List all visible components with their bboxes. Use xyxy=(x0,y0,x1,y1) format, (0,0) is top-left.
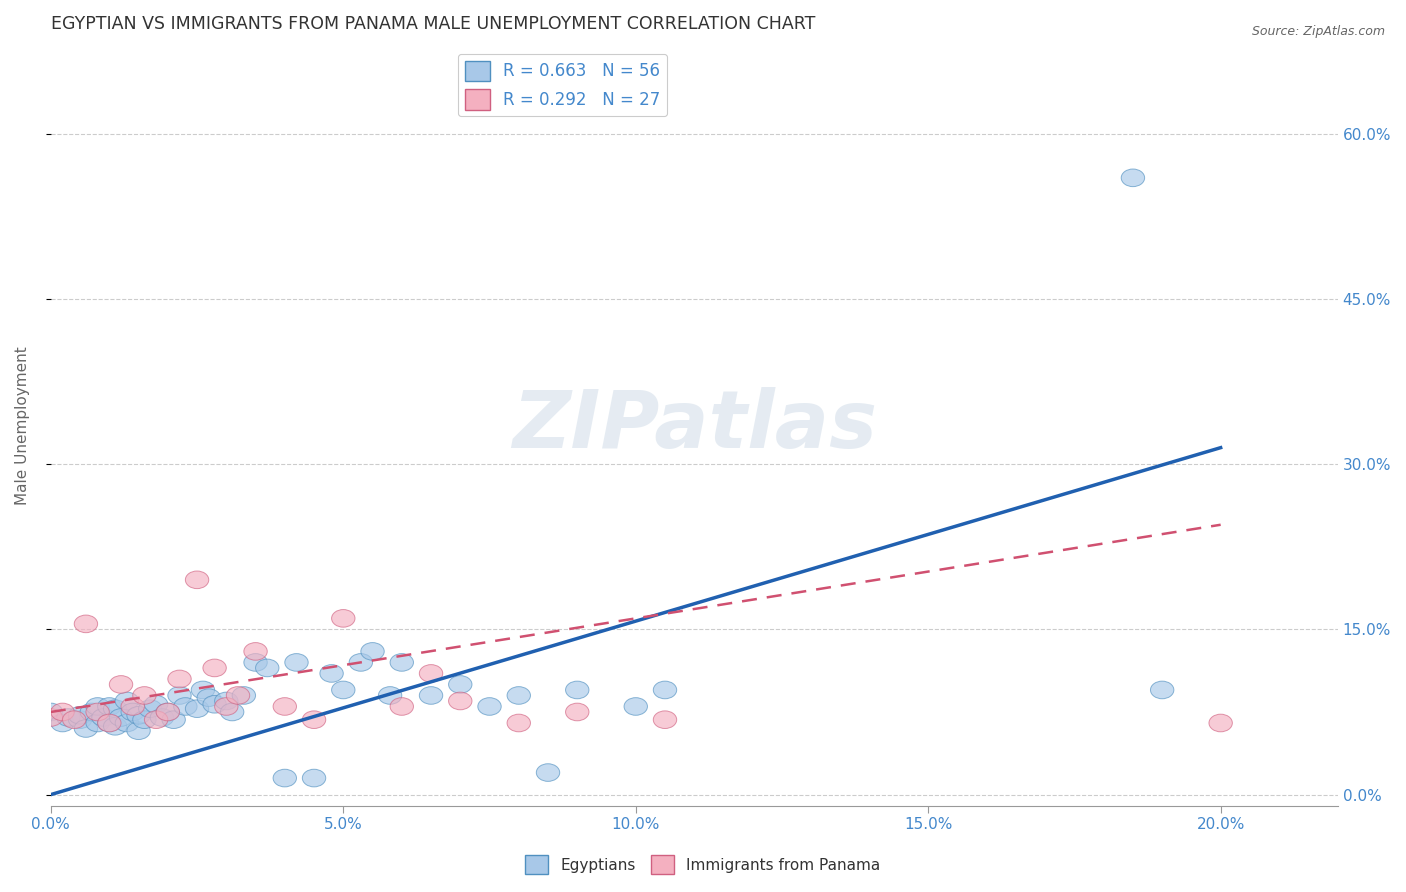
Ellipse shape xyxy=(115,692,139,710)
Ellipse shape xyxy=(321,665,343,682)
Ellipse shape xyxy=(127,706,150,724)
Ellipse shape xyxy=(565,681,589,698)
Ellipse shape xyxy=(39,703,62,721)
Ellipse shape xyxy=(39,708,62,726)
Ellipse shape xyxy=(1150,681,1174,698)
Ellipse shape xyxy=(419,665,443,682)
Ellipse shape xyxy=(378,687,402,705)
Ellipse shape xyxy=(226,687,250,705)
Ellipse shape xyxy=(273,769,297,787)
Ellipse shape xyxy=(565,703,589,721)
Ellipse shape xyxy=(167,670,191,688)
Ellipse shape xyxy=(97,714,121,731)
Ellipse shape xyxy=(215,698,238,715)
Ellipse shape xyxy=(654,711,676,729)
Ellipse shape xyxy=(51,703,75,721)
Ellipse shape xyxy=(215,692,238,710)
Ellipse shape xyxy=(86,703,110,721)
Ellipse shape xyxy=(332,681,354,698)
Ellipse shape xyxy=(110,675,132,693)
Ellipse shape xyxy=(97,714,121,731)
Ellipse shape xyxy=(115,714,139,731)
Ellipse shape xyxy=(654,681,676,698)
Ellipse shape xyxy=(110,708,132,726)
Ellipse shape xyxy=(536,764,560,781)
Ellipse shape xyxy=(332,609,354,627)
Ellipse shape xyxy=(104,700,127,717)
Ellipse shape xyxy=(174,698,197,715)
Y-axis label: Male Unemployment: Male Unemployment xyxy=(15,346,30,505)
Ellipse shape xyxy=(243,642,267,660)
Ellipse shape xyxy=(91,708,115,726)
Ellipse shape xyxy=(75,720,97,738)
Legend: R = 0.663   N = 56, R = 0.292   N = 27: R = 0.663 N = 56, R = 0.292 N = 27 xyxy=(458,54,666,116)
Ellipse shape xyxy=(508,714,530,731)
Ellipse shape xyxy=(97,698,121,715)
Ellipse shape xyxy=(127,722,150,739)
Text: Source: ZipAtlas.com: Source: ZipAtlas.com xyxy=(1251,25,1385,38)
Ellipse shape xyxy=(389,654,413,672)
Ellipse shape xyxy=(243,654,267,672)
Ellipse shape xyxy=(69,711,91,729)
Ellipse shape xyxy=(139,700,162,717)
Ellipse shape xyxy=(186,700,208,717)
Ellipse shape xyxy=(186,571,208,589)
Ellipse shape xyxy=(221,703,243,721)
Ellipse shape xyxy=(1121,169,1144,186)
Ellipse shape xyxy=(69,706,91,724)
Ellipse shape xyxy=(349,654,373,672)
Ellipse shape xyxy=(80,703,104,721)
Text: ZIPatlas: ZIPatlas xyxy=(512,386,877,465)
Ellipse shape xyxy=(86,698,110,715)
Ellipse shape xyxy=(132,687,156,705)
Ellipse shape xyxy=(132,711,156,729)
Ellipse shape xyxy=(167,687,191,705)
Ellipse shape xyxy=(56,708,80,726)
Ellipse shape xyxy=(104,717,127,735)
Ellipse shape xyxy=(75,615,97,632)
Ellipse shape xyxy=(156,703,180,721)
Ellipse shape xyxy=(285,654,308,672)
Ellipse shape xyxy=(145,696,167,713)
Ellipse shape xyxy=(302,769,326,787)
Ellipse shape xyxy=(508,687,530,705)
Ellipse shape xyxy=(232,687,256,705)
Ellipse shape xyxy=(51,714,75,731)
Ellipse shape xyxy=(197,689,221,706)
Ellipse shape xyxy=(273,698,297,715)
Ellipse shape xyxy=(361,642,384,660)
Ellipse shape xyxy=(202,696,226,713)
Ellipse shape xyxy=(145,711,167,729)
Ellipse shape xyxy=(162,711,186,729)
Ellipse shape xyxy=(150,708,174,726)
Legend: Egyptians, Immigrants from Panama: Egyptians, Immigrants from Panama xyxy=(519,849,887,880)
Ellipse shape xyxy=(62,711,86,729)
Ellipse shape xyxy=(156,703,180,721)
Ellipse shape xyxy=(191,681,215,698)
Ellipse shape xyxy=(256,659,278,677)
Ellipse shape xyxy=(121,698,145,715)
Ellipse shape xyxy=(419,687,443,705)
Ellipse shape xyxy=(1209,714,1232,731)
Ellipse shape xyxy=(624,698,647,715)
Ellipse shape xyxy=(449,692,472,710)
Ellipse shape xyxy=(302,711,326,729)
Ellipse shape xyxy=(86,714,110,731)
Ellipse shape xyxy=(121,703,145,721)
Text: EGYPTIAN VS IMMIGRANTS FROM PANAMA MALE UNEMPLOYMENT CORRELATION CHART: EGYPTIAN VS IMMIGRANTS FROM PANAMA MALE … xyxy=(51,15,815,33)
Ellipse shape xyxy=(389,698,413,715)
Ellipse shape xyxy=(449,675,472,693)
Ellipse shape xyxy=(478,698,501,715)
Ellipse shape xyxy=(202,659,226,677)
